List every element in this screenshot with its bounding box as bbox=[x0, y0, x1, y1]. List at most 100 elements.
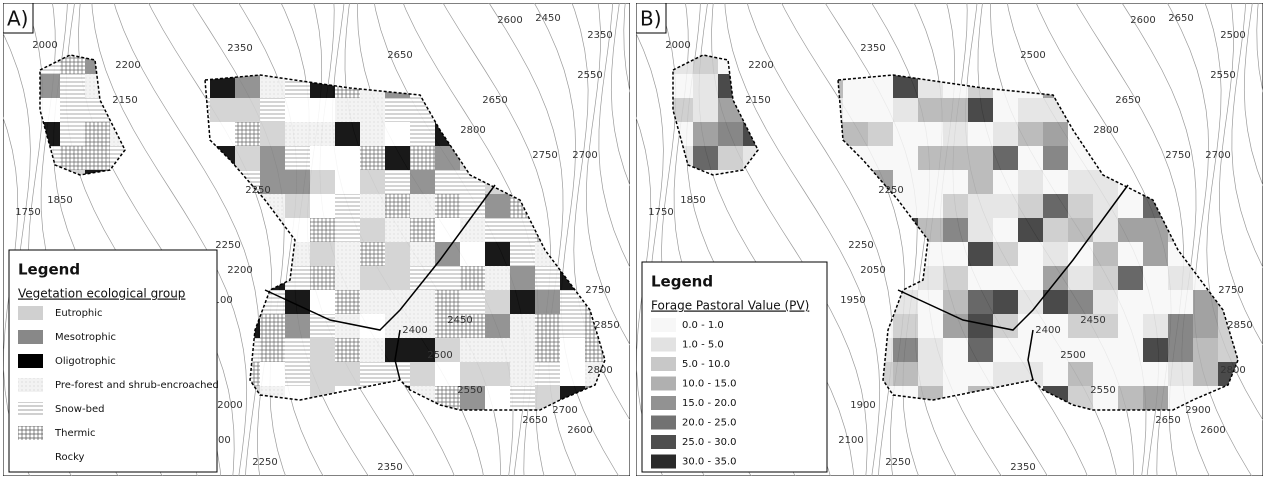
map-cell bbox=[893, 98, 918, 122]
contour-label: 2600 bbox=[567, 425, 592, 436]
map-cell bbox=[360, 170, 385, 194]
map-cell bbox=[360, 266, 385, 290]
map-cell bbox=[1168, 314, 1193, 338]
map-cell bbox=[918, 338, 943, 362]
map-cell bbox=[260, 146, 285, 170]
map-cell bbox=[460, 338, 485, 362]
contour-label: 2650 bbox=[1155, 415, 1180, 426]
legend-swatch bbox=[651, 396, 676, 410]
map-cell bbox=[535, 290, 560, 314]
map-cell bbox=[993, 338, 1018, 362]
legend-item: 10.0 - 15.0 bbox=[682, 379, 737, 390]
contour-label: 1850 bbox=[47, 195, 72, 206]
map-cell bbox=[360, 218, 385, 242]
map-cell bbox=[285, 98, 310, 122]
legend-swatch bbox=[651, 377, 676, 391]
legend-swatch bbox=[651, 435, 676, 449]
contour-label: 2700 bbox=[572, 150, 597, 161]
contour-label: 2350 bbox=[860, 43, 885, 54]
map-cell bbox=[335, 122, 360, 146]
contour-label: 2750 bbox=[1165, 150, 1190, 161]
map-cell bbox=[285, 194, 310, 218]
map-cell bbox=[1018, 122, 1043, 146]
map-cell bbox=[693, 74, 718, 98]
map-cell bbox=[485, 362, 510, 386]
contour-label: 2250 bbox=[878, 185, 903, 196]
map-cell bbox=[335, 242, 360, 266]
legend-title: Legend bbox=[651, 273, 713, 291]
legend-item: 15.0 - 20.0 bbox=[682, 398, 737, 409]
map-cell bbox=[893, 362, 918, 386]
map-cell bbox=[968, 122, 993, 146]
legend-item: 5.0 - 10.0 bbox=[682, 359, 730, 370]
map-cell bbox=[260, 314, 285, 338]
map-cell bbox=[485, 314, 510, 338]
map-cell bbox=[410, 362, 435, 386]
map-cell bbox=[460, 266, 485, 290]
map-cell bbox=[1143, 338, 1168, 362]
map-cell bbox=[1068, 170, 1093, 194]
map-cell bbox=[485, 266, 510, 290]
map-cell bbox=[410, 194, 435, 218]
map-cell bbox=[893, 146, 918, 170]
contour-label: 2800 bbox=[587, 365, 612, 376]
contour-label: 1950 bbox=[840, 295, 865, 306]
contour-label: 2200 bbox=[115, 60, 140, 71]
contour-label: 1850 bbox=[680, 195, 705, 206]
map-cell bbox=[310, 122, 335, 146]
map-cell bbox=[485, 338, 510, 362]
map-cell bbox=[360, 338, 385, 362]
map-cell bbox=[993, 362, 1018, 386]
map-cell bbox=[1143, 314, 1168, 338]
legend-swatch bbox=[18, 402, 43, 416]
map-cell bbox=[1068, 266, 1093, 290]
contour-label: 2650 bbox=[1115, 95, 1140, 106]
map-cell bbox=[385, 194, 410, 218]
map-cell bbox=[943, 98, 968, 122]
contour-label: 2550 bbox=[577, 70, 602, 81]
map-cell bbox=[1018, 98, 1043, 122]
map-cell bbox=[1143, 290, 1168, 314]
map-cell bbox=[385, 98, 410, 122]
map-cell bbox=[310, 362, 335, 386]
map-cell bbox=[968, 146, 993, 170]
map-cell bbox=[235, 146, 260, 170]
map-cell bbox=[943, 266, 968, 290]
contour-label: 2450 bbox=[535, 13, 560, 24]
map-cell bbox=[235, 98, 260, 122]
map-cell bbox=[285, 170, 310, 194]
map-cell bbox=[1093, 194, 1118, 218]
map-cell bbox=[285, 122, 310, 146]
map-cell bbox=[85, 122, 110, 146]
map-cell bbox=[410, 218, 435, 242]
map-cell bbox=[235, 74, 260, 98]
map-cell bbox=[868, 74, 893, 98]
contour-label: 2400 bbox=[402, 325, 427, 336]
map-cell bbox=[1118, 314, 1143, 338]
map-cell bbox=[560, 338, 585, 362]
map-cell bbox=[843, 122, 868, 146]
map-cell bbox=[943, 218, 968, 242]
map-cell bbox=[310, 290, 335, 314]
map-cell bbox=[1093, 362, 1118, 386]
legend-swatch bbox=[651, 338, 676, 352]
map-cell bbox=[210, 98, 235, 122]
map-cell bbox=[460, 242, 485, 266]
map-cell bbox=[310, 170, 335, 194]
map-cell bbox=[943, 362, 968, 386]
map-cell bbox=[485, 386, 510, 410]
map-cell bbox=[360, 122, 385, 146]
contour-label: 1750 bbox=[15, 207, 40, 218]
map-cell bbox=[1168, 290, 1193, 314]
legend-item: 20.0 - 25.0 bbox=[682, 418, 737, 429]
map-cell bbox=[1068, 290, 1093, 314]
map-cell bbox=[335, 362, 360, 386]
map-cell bbox=[843, 98, 868, 122]
map-cell bbox=[335, 146, 360, 170]
map-cell bbox=[285, 314, 310, 338]
contour-label: 2200 bbox=[748, 60, 773, 71]
map-cell bbox=[335, 218, 360, 242]
contour-label: 1900 bbox=[850, 400, 875, 411]
contour-label: 2550 bbox=[457, 385, 482, 396]
contour-label: 2000 bbox=[217, 400, 242, 411]
